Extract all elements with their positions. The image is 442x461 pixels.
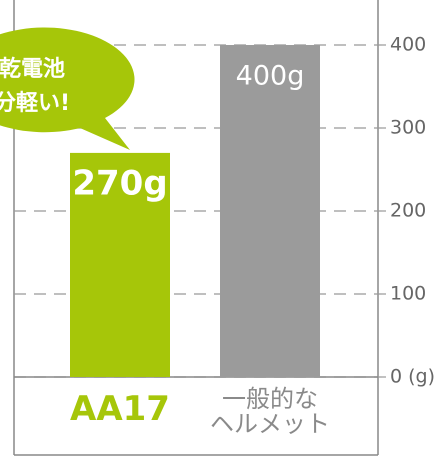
callout-bubble <box>0 27 135 150</box>
y-tick-label: 0 (g) <box>390 366 435 388</box>
x-tick-label: 一般的な ヘルメット <box>210 385 330 439</box>
bar <box>220 45 320 377</box>
callout-text: 乾電池 <box>0 56 65 82</box>
bar <box>70 152 170 377</box>
y-tick-label: 400 <box>390 34 426 56</box>
y-tick-label: 100 <box>390 283 426 305</box>
y-tick-label: 300 <box>390 117 426 139</box>
value-label: 400g <box>236 61 305 92</box>
value-label: 270g <box>72 163 167 203</box>
callout-text: 分軽い! <box>0 90 70 116</box>
y-tick-label: 200 <box>390 200 426 222</box>
x-tick-label: AA17 <box>70 389 170 429</box>
